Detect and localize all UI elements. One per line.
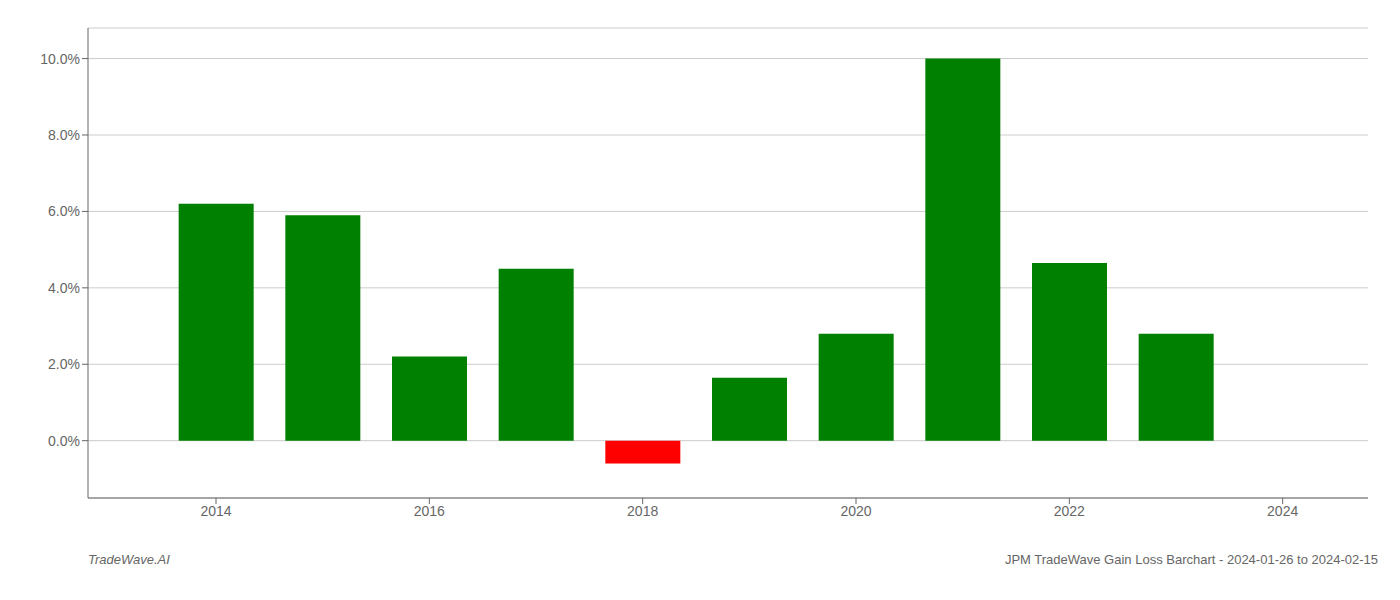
svg-text:4.0%: 4.0% bbox=[48, 280, 80, 296]
svg-text:10.0%: 10.0% bbox=[40, 51, 80, 67]
svg-text:2020: 2020 bbox=[840, 503, 871, 519]
svg-text:2016: 2016 bbox=[414, 503, 445, 519]
svg-text:2.0%: 2.0% bbox=[48, 356, 80, 372]
svg-text:2018: 2018 bbox=[627, 503, 658, 519]
svg-text:8.0%: 8.0% bbox=[48, 127, 80, 143]
svg-text:2014: 2014 bbox=[200, 503, 231, 519]
svg-text:6.0%: 6.0% bbox=[48, 203, 80, 219]
svg-text:2022: 2022 bbox=[1054, 503, 1085, 519]
svg-text:0.0%: 0.0% bbox=[48, 433, 80, 449]
html-text:JPM TradeWave Gain Loss Barcha: JPM TradeWave Gain Loss Barchart - 2024-… bbox=[1004, 552, 1378, 567]
html-text:TradeWave.AI: TradeWave.AI bbox=[88, 552, 170, 567]
svg-text:2024: 2024 bbox=[1267, 503, 1298, 519]
